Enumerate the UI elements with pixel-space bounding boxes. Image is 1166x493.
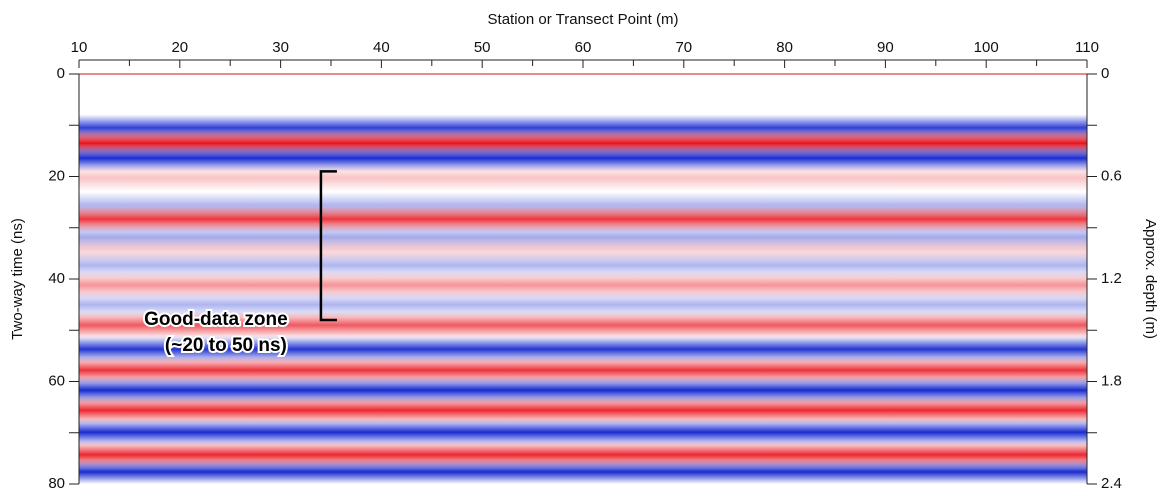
annotation-text: Good-data zone bbox=[144, 309, 288, 330]
x-tick-label: 90 bbox=[877, 39, 894, 56]
x-tick-label: 20 bbox=[171, 39, 188, 56]
reflection-band bbox=[79, 418, 1087, 446]
annotation-bracket bbox=[319, 170, 337, 322]
y-tick-label: 0 bbox=[57, 65, 65, 82]
x-tick-label: 40 bbox=[373, 39, 390, 56]
y-tick-label: 80 bbox=[48, 475, 65, 492]
x-tick-label: 30 bbox=[272, 39, 289, 56]
y2-tick-label: 2.4 bbox=[1101, 475, 1122, 492]
x-tick-label: 70 bbox=[675, 39, 692, 56]
x-tick-label: 10 bbox=[71, 39, 88, 56]
y2-tick-label: 1.8 bbox=[1101, 372, 1122, 389]
x-tick-label: 100 bbox=[974, 39, 999, 56]
reflection-band bbox=[79, 164, 1087, 192]
reflection-band bbox=[79, 311, 1087, 339]
y-axis-title: Two-way time (ns) bbox=[9, 218, 26, 340]
y2-tick-label: 0 bbox=[1101, 65, 1109, 82]
bands bbox=[79, 114, 1087, 484]
y2-tick-label: 0.6 bbox=[1101, 167, 1122, 184]
y-tick-label: 40 bbox=[48, 270, 65, 287]
y2-axis-title: Approx. depth (m) bbox=[1142, 219, 1159, 339]
y2-tick-label: 1.2 bbox=[1101, 270, 1122, 287]
annotation-text: (~20 to 50 ns) bbox=[165, 335, 287, 356]
x-tick-label: 110 bbox=[1075, 39, 1099, 56]
y-tick-label: 60 bbox=[48, 372, 65, 389]
y-tick-label: 20 bbox=[48, 167, 65, 184]
reflection-band bbox=[79, 459, 1087, 484]
x-tick-label: 80 bbox=[776, 39, 793, 56]
x-axis-title: Station or Transect Point (m) bbox=[488, 11, 679, 28]
x-tick-label: 60 bbox=[575, 39, 592, 56]
x-tick-label: 50 bbox=[474, 39, 491, 56]
